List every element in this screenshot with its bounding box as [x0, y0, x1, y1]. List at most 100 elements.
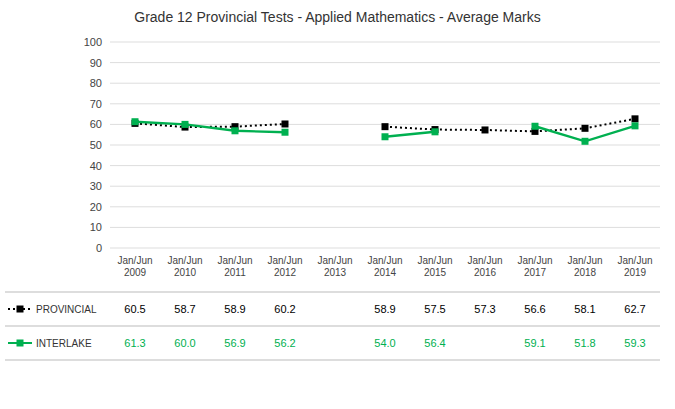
data-label: 62.7 [624, 303, 645, 315]
data-label: 56.6 [524, 303, 545, 315]
x-tick-label-line: 2011 [224, 267, 246, 278]
title: Grade 12 Provincial Tests - Applied Math… [134, 9, 540, 25]
y-tick-label: 50 [90, 139, 102, 151]
x-tick-label-line: Jan/Jun [567, 255, 602, 266]
grid-line [110, 62, 660, 63]
marker [282, 120, 289, 127]
x-tick-label-line: 2013 [324, 267, 347, 278]
y-tick-label: 70 [90, 98, 102, 110]
data-label: 61.3 [124, 337, 145, 349]
x-tick-label-line: 2009 [124, 267, 147, 278]
x-tick-label: Jan/Jun2009 [117, 255, 152, 278]
legend-label: PROVINCIAL [36, 304, 97, 315]
data-label: 59.3 [624, 337, 645, 349]
x-tick-label: Jan/Jun2015 [417, 255, 452, 278]
y-tick-label: 40 [90, 160, 102, 172]
data-label: 54.0 [374, 337, 395, 349]
x-tick-label: Jan/Jun2012 [267, 255, 302, 278]
marker [532, 123, 539, 130]
y-tick-label: 100 [84, 36, 102, 48]
x-tick-label: Jan/Jun2018 [567, 255, 602, 278]
data-label: 56.2 [274, 337, 295, 349]
x-tick-label-line: Jan/Jun [167, 255, 202, 266]
data-label: 56.4 [424, 337, 445, 349]
grid-line [110, 227, 660, 228]
x-tick-label-line: 2017 [524, 267, 547, 278]
data-label: 58.9 [224, 303, 245, 315]
grid-line [110, 83, 660, 84]
table-rule [5, 360, 660, 361]
legend-marker [17, 340, 24, 347]
y-tick-label: 30 [90, 180, 102, 192]
marker [582, 125, 589, 132]
x-tick-label-line: 2018 [574, 267, 597, 278]
grid [110, 42, 660, 248]
x-tick-label-line: Jan/Jun [417, 255, 452, 266]
data-label: 59.1 [524, 337, 545, 349]
x-tick-label: Jan/Jun2011 [217, 255, 252, 278]
data-label: 60.0 [174, 337, 195, 349]
marker [132, 118, 139, 125]
series-line [135, 119, 635, 132]
marker [382, 133, 389, 140]
grid-line [110, 248, 660, 249]
data-label: 56.9 [224, 337, 245, 349]
data-label: 51.8 [574, 337, 595, 349]
data-label: 57.3 [474, 303, 495, 315]
data-label: 58.1 [574, 303, 595, 315]
grid-line [110, 165, 660, 166]
x-tick-label: Jan/Jun2014 [367, 255, 402, 278]
table-rule [5, 292, 660, 293]
marker [232, 127, 239, 134]
marker [632, 122, 639, 129]
x-tick-label-line: Jan/Jun [217, 255, 252, 266]
data-label: 60.5 [124, 303, 145, 315]
x-tick-label: Jan/Jun2016 [467, 255, 502, 278]
y-tick-label: 20 [90, 201, 102, 213]
x-tick-label: Jan/Jun2017 [517, 255, 552, 278]
chart: Grade 12 Provincial Tests - Applied Math… [0, 0, 675, 409]
x-tick-label-line: 2010 [174, 267, 197, 278]
x-tick-label-line: Jan/Jun [517, 255, 552, 266]
data-label: 58.7 [174, 303, 195, 315]
y-tick-label: 80 [90, 77, 102, 89]
x-tick-label-line: 2015 [424, 267, 447, 278]
y-tick-label: 90 [90, 57, 102, 69]
x-tick-label-line: Jan/Jun [267, 255, 302, 266]
y-tick-label: 60 [90, 118, 102, 130]
data-label: 58.9 [374, 303, 395, 315]
marker [282, 129, 289, 136]
grid-line [110, 145, 660, 146]
legend-label: INTERLAKE [36, 338, 92, 349]
table-rule [5, 326, 660, 327]
y-tick-label: 10 [90, 221, 102, 233]
x-tick-label-line: Jan/Jun [117, 255, 152, 266]
grid-line [110, 186, 660, 187]
marker [382, 123, 389, 130]
marker [582, 138, 589, 145]
x-tick-label: Jan/Jun2013 [317, 255, 352, 278]
series-line [135, 122, 635, 142]
x-tick-label-line: Jan/Jun [617, 255, 652, 266]
x-tick-label-line: Jan/Jun [367, 255, 402, 266]
y-tick-label: 0 [96, 242, 102, 254]
x-tick-label-line: 2012 [274, 267, 297, 278]
legend-table: PROVINCIAL 60.5 58.7 58.9 60.2 58.9 57.5 57.3 56… [5, 292, 660, 360]
x-tick-label-line: 2014 [374, 267, 397, 278]
marker [632, 115, 639, 122]
data-label: 60.2 [274, 303, 295, 315]
x-tick-label-line: 2016 [474, 267, 497, 278]
grid-line [110, 103, 660, 104]
marker [182, 121, 189, 128]
grid-line [110, 42, 660, 43]
x-tick-label-line: Jan/Jun [467, 255, 502, 266]
marker [432, 128, 439, 135]
grid-line [110, 206, 660, 207]
marker [482, 126, 489, 133]
x-tick-label-line: Jan/Jun [317, 255, 352, 266]
legend-marker [17, 306, 24, 313]
x-tick-label: Jan/Jun2010 [167, 255, 202, 278]
data-label: 57.5 [424, 303, 445, 315]
x-tick-label: Jan/Jun2019 [617, 255, 652, 278]
marks [132, 115, 639, 144]
